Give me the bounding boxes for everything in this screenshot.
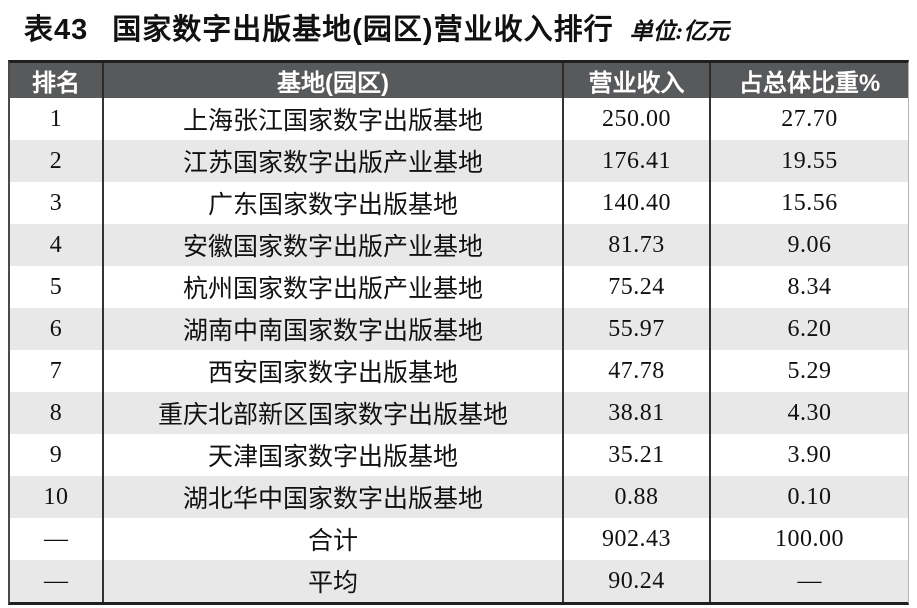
table-row: — 合计 902.43 100.00 <box>10 518 908 560</box>
cell-share: 5.29 <box>709 350 908 392</box>
cell-base: 上海张江国家数字出版基地 <box>102 98 562 140</box>
cell-revenue: 250.00 <box>562 98 709 140</box>
table-row: 6 湖南中南国家数字出版基地 55.97 6.20 <box>10 308 908 350</box>
cell-base: 天津国家数字出版基地 <box>102 434 562 476</box>
table-row: 2 江苏国家数字出版产业基地 176.41 19.55 <box>10 140 908 182</box>
cell-share: 100.00 <box>709 518 908 560</box>
cell-base: 合计 <box>102 518 562 560</box>
table-row: 1 上海张江国家数字出版基地 250.00 27.70 <box>10 98 908 140</box>
cell-share: 9.06 <box>709 224 908 266</box>
table-row: 9 天津国家数字出版基地 35.21 3.90 <box>10 434 908 476</box>
cell-base: 重庆北部新区国家数字出版基地 <box>102 392 562 434</box>
header-cell-revenue: 营业收入 <box>562 63 709 98</box>
table-body: 1 上海张江国家数字出版基地 250.00 27.70 2 江苏国家数字出版产业基地 176… <box>10 98 908 602</box>
cell-share: 0.10 <box>709 476 908 518</box>
cell-revenue: 902.43 <box>562 518 709 560</box>
cell-share: 27.70 <box>709 98 908 140</box>
table-header-row: 排名 基地(园区) 营业收入 占总体比重% <box>10 63 908 98</box>
cell-revenue: 38.81 <box>562 392 709 434</box>
table-row: — 平均 90.24— <box>10 560 908 602</box>
cell-base: 西安国家数字出版基地 <box>102 350 562 392</box>
cell-revenue: 35.21 <box>562 434 709 476</box>
cell-revenue: 0.88 <box>562 476 709 518</box>
cell-rank: 8 <box>49 399 63 426</box>
cell-share: 3.90 <box>709 434 908 476</box>
cell-rank: 9 <box>49 441 63 468</box>
table-number-label: 表43 <box>24 14 89 46</box>
cell-share: 15.56 <box>709 182 908 224</box>
revenue-ranking-table: 排名 基地(园区) 营业收入 占总体比重% 1 上海张江国家数字出版基地 250.0… <box>8 60 909 605</box>
cell-base: 江苏国家数字出版产业基地 <box>102 140 562 182</box>
cell-rank: 1 <box>49 105 63 132</box>
table-row: 3 广东国家数字出版基地 140.40 15.56 <box>10 182 908 224</box>
cell-revenue: 55.97 <box>562 308 709 350</box>
cell-rank: — <box>44 525 68 552</box>
cell-share: 6.20 <box>709 308 908 350</box>
header-cell-share: 占总体比重% <box>709 63 908 98</box>
table-row: 4 安徽国家数字出版产业基地 81.73 9.06 <box>10 224 908 266</box>
table-row: 5 杭州国家数字出版产业基地 75.24 8.34 <box>10 266 908 308</box>
header-cell-rank: 排名 <box>32 70 80 97</box>
cell-rank: 2 <box>49 147 63 174</box>
cell-share: 19.55 <box>709 140 908 182</box>
cell-base: 杭州国家数字出版产业基地 <box>102 266 562 308</box>
cell-rank: 7 <box>49 357 63 384</box>
cell-rank: 10 <box>43 483 69 510</box>
unit-label: 单位:亿元 <box>629 19 730 44</box>
cell-rank: 5 <box>49 273 63 300</box>
cell-base: 湖南中南国家数字出版基地 <box>102 308 562 350</box>
cell-base: 安徽国家数字出版产业基地 <box>102 224 562 266</box>
cell-base: 广东国家数字出版基地 <box>102 182 562 224</box>
table-row: 10 湖北华中国家数字出版基地 0.88 0.10 <box>10 476 908 518</box>
table-row: 8 重庆北部新区国家数字出版基地 38.81 4.30 <box>10 392 908 434</box>
cell-base: 湖北华中国家数字出版基地 <box>102 476 562 518</box>
cell-rank: 3 <box>49 189 63 216</box>
cell-revenue: 90.24 <box>562 560 709 602</box>
cell-base: 平均 <box>102 560 562 602</box>
cell-revenue: 140.40 <box>562 182 709 224</box>
cell-share: 8.34 <box>709 266 908 308</box>
cell-share: — <box>709 560 908 602</box>
cell-rank: — <box>44 567 68 594</box>
cell-revenue: 47.78 <box>562 350 709 392</box>
table-row: 7 西安国家数字出版基地 47.78 5.29 <box>10 350 908 392</box>
cell-rank: 4 <box>49 231 63 258</box>
page-title: 国家数字出版基地(园区)营业收入排行 <box>112 14 614 46</box>
cell-revenue: 176.41 <box>562 140 709 182</box>
header-cell-base: 基地(园区) <box>102 63 562 98</box>
cell-rank: 6 <box>49 315 63 342</box>
cell-share: 4.30 <box>709 392 908 434</box>
cell-revenue: 81.73 <box>562 224 709 266</box>
cell-revenue: 75.24 <box>562 266 709 308</box>
table-title-row: 表43 国家数字出版基地(园区)营业收入排行 单位:亿元 <box>0 0 917 48</box>
